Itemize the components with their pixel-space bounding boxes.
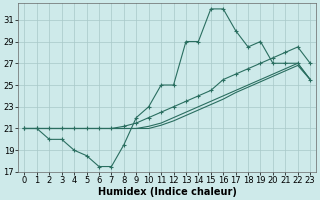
X-axis label: Humidex (Indice chaleur): Humidex (Indice chaleur) — [98, 187, 237, 197]
